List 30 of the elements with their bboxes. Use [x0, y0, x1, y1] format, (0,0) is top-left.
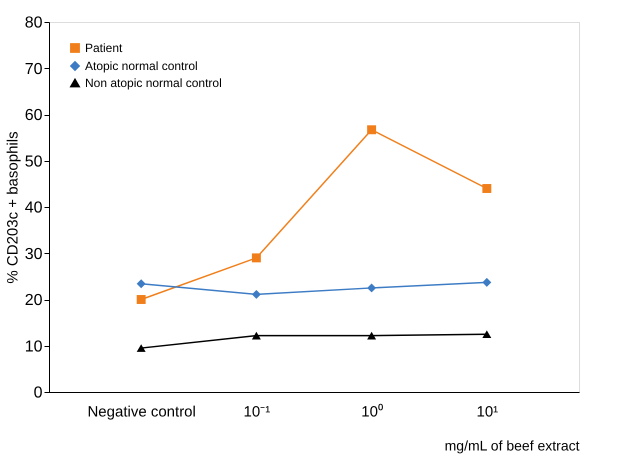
x-axis-title: mg/mL of beef extract	[444, 438, 580, 454]
y-tick-label: 0	[34, 384, 43, 402]
legend-label: Atopic normal control	[85, 59, 198, 73]
y-tick-label: 10	[24, 338, 43, 356]
point	[482, 330, 492, 338]
point	[252, 253, 261, 262]
x-tick-label: 10⁻¹	[244, 404, 270, 420]
x-tick-label: Negative control	[87, 404, 196, 420]
point	[367, 332, 376, 340]
point	[136, 279, 146, 288]
point	[136, 295, 146, 304]
point	[482, 278, 492, 287]
y-tick-label: 80	[24, 14, 43, 32]
point	[367, 125, 376, 134]
y-tick-label: 60	[24, 107, 43, 124]
y-tick-label: 40	[24, 200, 43, 216]
x-tick-label: 10¹	[476, 404, 498, 420]
point	[367, 283, 376, 292]
y-tick-label: 70	[24, 60, 43, 78]
y-tick-label: 50	[24, 153, 43, 170]
point	[252, 290, 261, 299]
y-axis-title: % CD203c + basophils	[4, 131, 22, 284]
point	[252, 332, 261, 340]
legend-label: Non atopic normal control	[85, 76, 222, 90]
y-tick-label: 20	[24, 292, 43, 309]
y-tick-label: 30	[24, 246, 43, 263]
point	[136, 344, 146, 352]
point	[482, 184, 492, 193]
x-tick-label: 10⁰	[361, 404, 383, 420]
legend-label: Patient	[85, 41, 124, 55]
